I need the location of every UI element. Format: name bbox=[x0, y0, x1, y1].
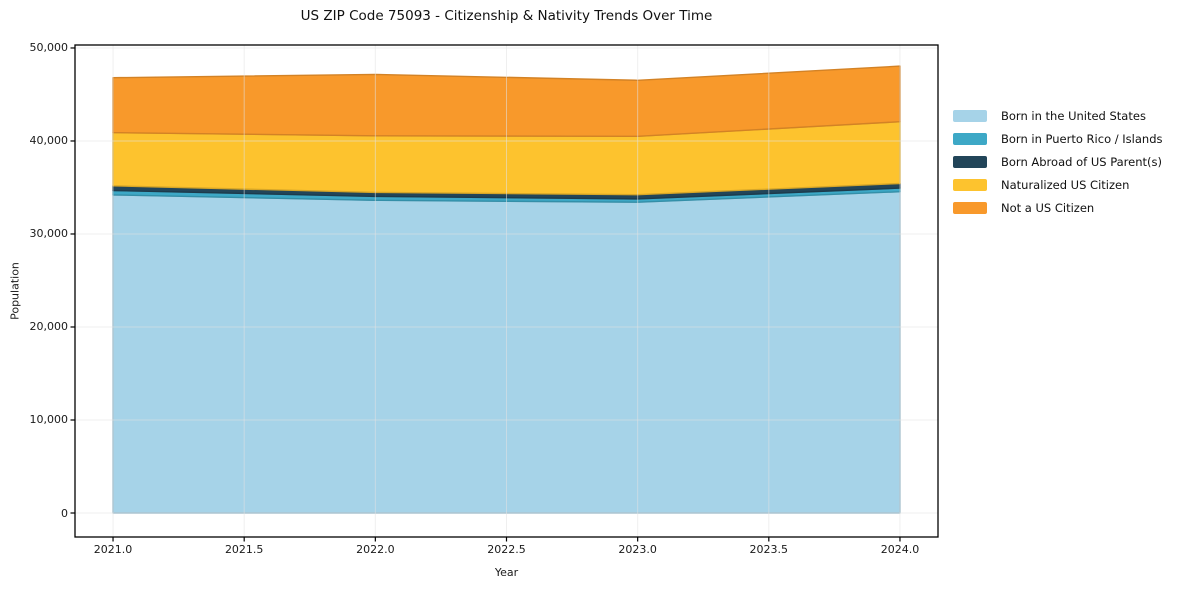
y-axis-label: Population bbox=[8, 262, 22, 320]
x-tick-label: 2024.0 bbox=[880, 543, 920, 556]
x-tick-label: 2023.5 bbox=[749, 543, 789, 556]
legend-swatch-icon bbox=[953, 109, 987, 122]
legend-label: Born in Puerto Rico / Islands bbox=[1001, 131, 1163, 146]
legend-swatch-icon bbox=[953, 132, 987, 145]
legend-row-3: Naturalized US Citizen bbox=[953, 173, 1163, 196]
legend-row-0: Born in the United States bbox=[953, 104, 1163, 127]
legend-label: Born in the United States bbox=[1001, 108, 1146, 123]
legend-row-4: Not a US Citizen bbox=[953, 196, 1163, 219]
x-tick-label: 2023.0 bbox=[618, 543, 657, 556]
y-tick-label: 40,000 bbox=[29, 134, 69, 148]
x-axis-label: Year bbox=[494, 566, 519, 579]
x-tick-label: 2022.5 bbox=[487, 543, 526, 556]
legend: Born in the United States Born in Puerto … bbox=[953, 104, 1163, 219]
y-tick-label: 30,000 bbox=[29, 227, 69, 241]
x-tick-label: 2021.5 bbox=[224, 543, 264, 556]
y-tick-label: 0 bbox=[61, 506, 68, 520]
legend-row-1: Born in Puerto Rico / Islands bbox=[953, 127, 1163, 150]
chart-title: US ZIP Code 75093 - Citizenship & Nativi… bbox=[300, 8, 713, 24]
y-tick-label: 10,000 bbox=[29, 413, 69, 427]
legend-row-2: Born Abroad of US Parent(s) bbox=[953, 150, 1163, 173]
legend-swatch-icon bbox=[953, 201, 987, 214]
y-tick-label: 50,000 bbox=[29, 41, 69, 55]
x-tick-label: 2022.0 bbox=[356, 543, 395, 556]
legend-swatch-icon bbox=[953, 178, 987, 191]
x-tick-label: 2021.0 bbox=[93, 543, 133, 556]
legend-swatch-icon bbox=[953, 155, 987, 168]
legend-label: Born Abroad of US Parent(s) bbox=[1001, 154, 1162, 169]
y-tick-label: 20,000 bbox=[29, 320, 69, 334]
legend-label: Not a US Citizen bbox=[1001, 200, 1095, 215]
legend-label: Naturalized US Citizen bbox=[1001, 177, 1130, 192]
